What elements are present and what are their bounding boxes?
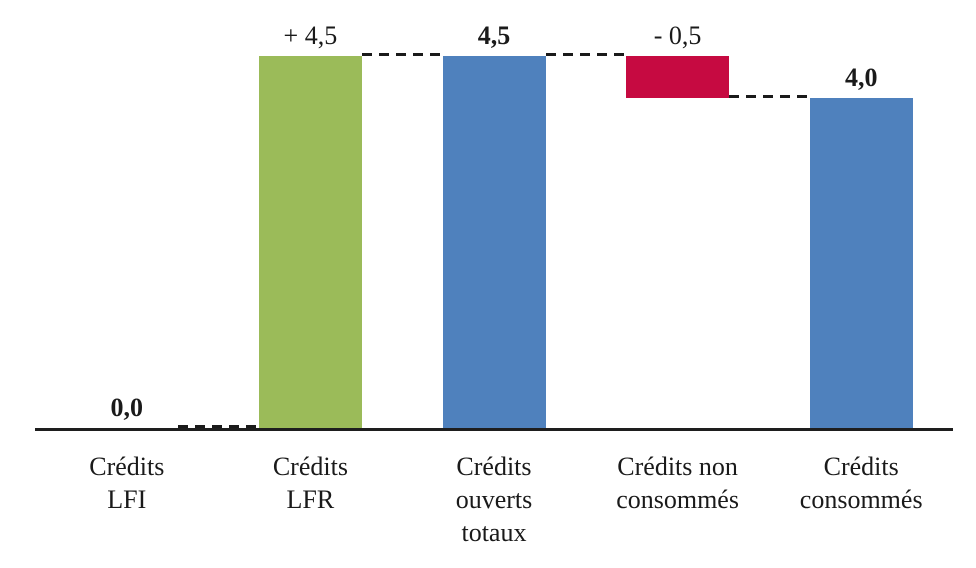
category-label-line: Crédits (272, 452, 348, 481)
category-label-line: LFI (107, 485, 147, 514)
bar-credits-consommes (809, 97, 913, 428)
category-label-line: totaux (461, 518, 527, 547)
category-label-credits-ouverts-totaux: Crédits ouverts totaux (402, 450, 586, 549)
connector-2 (361, 53, 443, 57)
value-label-credits-ouverts-totaux: 4,5 (477, 21, 511, 51)
bar-credits-non-consommes (626, 56, 730, 98)
category-label-line: consommés (799, 485, 923, 514)
value-label-credits-non-consommes: - 0,5 (653, 21, 702, 51)
category-label-credits-lfi: Crédits LFI (35, 450, 219, 516)
connector-1 (178, 425, 259, 428)
bar-credits-ouverts-totaux (442, 56, 546, 428)
category-label-line: ouverts (455, 485, 533, 514)
value-label-credits-consommes: 4,0 (844, 62, 878, 92)
category-label-line: consommés (616, 485, 739, 514)
x-axis-line (35, 428, 953, 431)
value-label-credits-lfi: 0,0 (110, 393, 144, 422)
connector-3 (545, 53, 627, 57)
category-label-line: Crédits (823, 452, 899, 481)
value-label-credits-lfr: + 4,5 (283, 21, 338, 51)
category-label-line: Crédits (456, 452, 532, 481)
category-label-line: Crédits (89, 452, 165, 481)
category-label-credits-consommes: Crédits consommés (769, 450, 953, 516)
category-label-line: Crédits non (617, 452, 738, 481)
bar-credits-lfr (258, 56, 362, 428)
category-label-credits-non-consommes: Crédits non consommés (586, 450, 770, 516)
connector-4 (729, 94, 810, 98)
category-label-line: LFR (286, 485, 335, 514)
category-label-credits-lfr: Crédits LFR (219, 450, 403, 516)
